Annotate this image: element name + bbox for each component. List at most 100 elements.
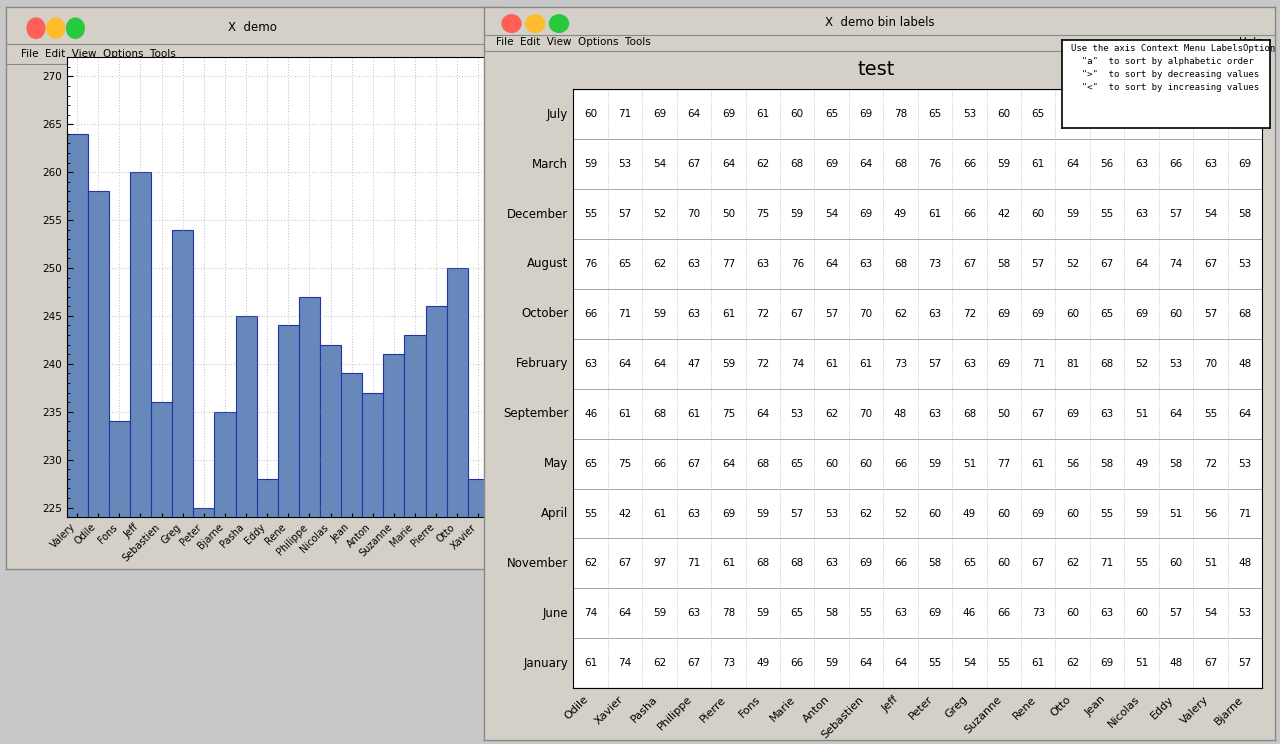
- Text: 54: 54: [653, 159, 666, 169]
- Text: 60: 60: [1170, 309, 1183, 319]
- Text: 63: 63: [893, 609, 908, 618]
- Text: 66: 66: [791, 658, 804, 668]
- Text: 75: 75: [722, 408, 735, 419]
- Text: 67: 67: [1203, 259, 1217, 269]
- Text: 60: 60: [860, 458, 873, 469]
- Text: 66: 66: [963, 209, 977, 219]
- Text: Odile: Odile: [563, 694, 590, 722]
- Bar: [384, 354, 404, 744]
- Text: 62: 62: [584, 559, 598, 568]
- Bar: [278, 325, 300, 744]
- Text: 61: 61: [618, 408, 632, 419]
- Text: 63: 63: [1101, 408, 1114, 419]
- Text: 74: 74: [1170, 259, 1183, 269]
- Text: Anton: Anton: [801, 694, 832, 725]
- Text: 63: 63: [687, 609, 700, 618]
- Text: 53: 53: [1170, 359, 1183, 369]
- Bar: [193, 507, 215, 744]
- Text: 71: 71: [618, 309, 632, 319]
- Text: 55: 55: [928, 658, 942, 668]
- Text: 61: 61: [1032, 458, 1044, 469]
- Text: 64: 64: [722, 159, 735, 169]
- Text: 75: 75: [618, 458, 632, 469]
- Text: 68: 68: [791, 559, 804, 568]
- Text: 60: 60: [1066, 609, 1079, 618]
- Text: 59: 59: [997, 159, 1010, 169]
- Text: 58: 58: [928, 559, 942, 568]
- Text: 58: 58: [1238, 209, 1252, 219]
- Text: 69: 69: [859, 109, 873, 119]
- Text: 60: 60: [791, 109, 804, 119]
- Text: 55: 55: [997, 658, 1010, 668]
- Text: 67: 67: [1203, 658, 1217, 668]
- Text: 50: 50: [722, 209, 735, 219]
- Text: 63: 63: [756, 259, 769, 269]
- Text: 74: 74: [791, 359, 804, 369]
- Text: 56: 56: [1066, 458, 1079, 469]
- Text: 68: 68: [963, 408, 977, 419]
- Text: 72: 72: [963, 309, 977, 319]
- Text: 60: 60: [584, 109, 598, 119]
- Text: 66: 66: [584, 309, 598, 319]
- Text: 59: 59: [791, 209, 804, 219]
- Text: 64: 64: [893, 658, 908, 668]
- Text: 60: 60: [1032, 209, 1044, 219]
- Text: Suzanne: Suzanne: [963, 694, 1004, 735]
- Text: 76: 76: [584, 259, 598, 269]
- Text: 49: 49: [756, 658, 769, 668]
- Text: 69: 69: [997, 309, 1010, 319]
- Text: 54: 54: [1203, 609, 1217, 618]
- Text: Rene: Rene: [1011, 694, 1038, 721]
- Text: 64: 64: [618, 359, 632, 369]
- Text: 81: 81: [1066, 359, 1079, 369]
- Text: 63: 63: [1101, 609, 1114, 618]
- Text: 48: 48: [1238, 359, 1252, 369]
- Text: 70: 70: [1204, 359, 1217, 369]
- Text: Otto: Otto: [1048, 694, 1073, 719]
- Text: 55: 55: [584, 209, 598, 219]
- Text: 71: 71: [687, 559, 700, 568]
- Text: 69: 69: [1066, 109, 1079, 119]
- Text: 61: 61: [756, 109, 769, 119]
- Text: 68: 68: [756, 458, 769, 469]
- Text: 66: 66: [997, 609, 1010, 618]
- Text: September: September: [503, 407, 568, 420]
- Bar: [109, 421, 131, 744]
- Text: 69: 69: [928, 609, 942, 618]
- Text: December: December: [507, 208, 568, 220]
- Text: 63: 63: [928, 309, 942, 319]
- Text: 62: 62: [826, 408, 838, 419]
- Text: test: test: [858, 60, 895, 80]
- Text: 59: 59: [1135, 508, 1148, 519]
- Text: 65: 65: [791, 609, 804, 618]
- Text: August: August: [527, 257, 568, 271]
- Bar: [151, 402, 173, 744]
- Text: 61: 61: [928, 209, 942, 219]
- Text: 59: 59: [756, 609, 769, 618]
- Text: 65: 65: [928, 109, 942, 119]
- Text: 67: 67: [687, 458, 700, 469]
- Text: 65: 65: [791, 458, 804, 469]
- Text: 61: 61: [722, 559, 735, 568]
- Circle shape: [502, 15, 521, 32]
- Text: 47: 47: [687, 359, 700, 369]
- Text: Marie: Marie: [768, 694, 797, 723]
- Text: 70: 70: [687, 209, 700, 219]
- Text: 55: 55: [584, 508, 598, 519]
- Text: 63: 63: [1203, 159, 1217, 169]
- Text: 53: 53: [1170, 109, 1183, 119]
- Bar: [362, 393, 384, 744]
- Text: 69: 69: [653, 109, 666, 119]
- Text: 65: 65: [618, 259, 632, 269]
- Circle shape: [67, 18, 84, 39]
- Text: 63: 63: [928, 408, 942, 419]
- Text: Use the axis Context Menu LabelsOption
  "a"  to sort by alphabetic order
  ">" : Use the axis Context Menu LabelsOption "…: [1070, 44, 1275, 92]
- Text: 63: 63: [963, 359, 977, 369]
- Text: 59: 59: [653, 309, 666, 319]
- Text: 73: 73: [893, 359, 908, 369]
- Text: 60: 60: [997, 109, 1010, 119]
- Text: Xavier: Xavier: [593, 694, 625, 727]
- Text: 67: 67: [1101, 259, 1114, 269]
- Text: 51: 51: [1135, 658, 1148, 668]
- Text: 63: 63: [859, 259, 873, 269]
